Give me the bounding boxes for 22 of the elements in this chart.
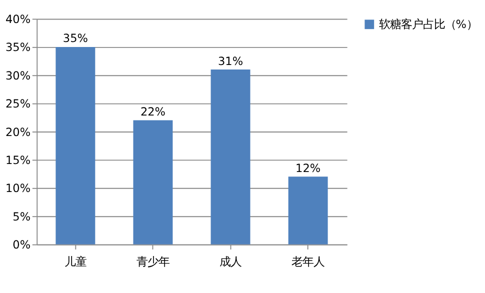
y-tick-label: 25% (6, 98, 31, 111)
y-tick-label: 0% (12, 238, 31, 252)
x-tick-label: 儿童 (64, 255, 86, 268)
legend-label: 软糖客户占比（%） (378, 18, 478, 32)
y-tick-label: 5% (12, 210, 31, 224)
data-label: 35% (62, 32, 88, 46)
data-label: 31% (218, 54, 244, 68)
bar (56, 46, 96, 244)
bar (133, 120, 173, 244)
y-tick-label: 15% (6, 154, 31, 167)
data-label: 12% (296, 162, 321, 175)
y-tick-label: 30% (6, 69, 31, 82)
y-tick-label: 40% (6, 12, 31, 26)
y-tick-label: 35% (6, 41, 31, 54)
bar (288, 176, 328, 244)
y-tick-label: 20% (6, 126, 31, 139)
x-tick-label: 成人 (220, 255, 242, 268)
data-label: 22% (140, 106, 166, 119)
bar (210, 70, 250, 244)
x-tick-label: 老年人 (292, 255, 325, 268)
x-tick-label: 青少年 (136, 255, 170, 268)
y-tick-label: 10% (6, 182, 31, 196)
